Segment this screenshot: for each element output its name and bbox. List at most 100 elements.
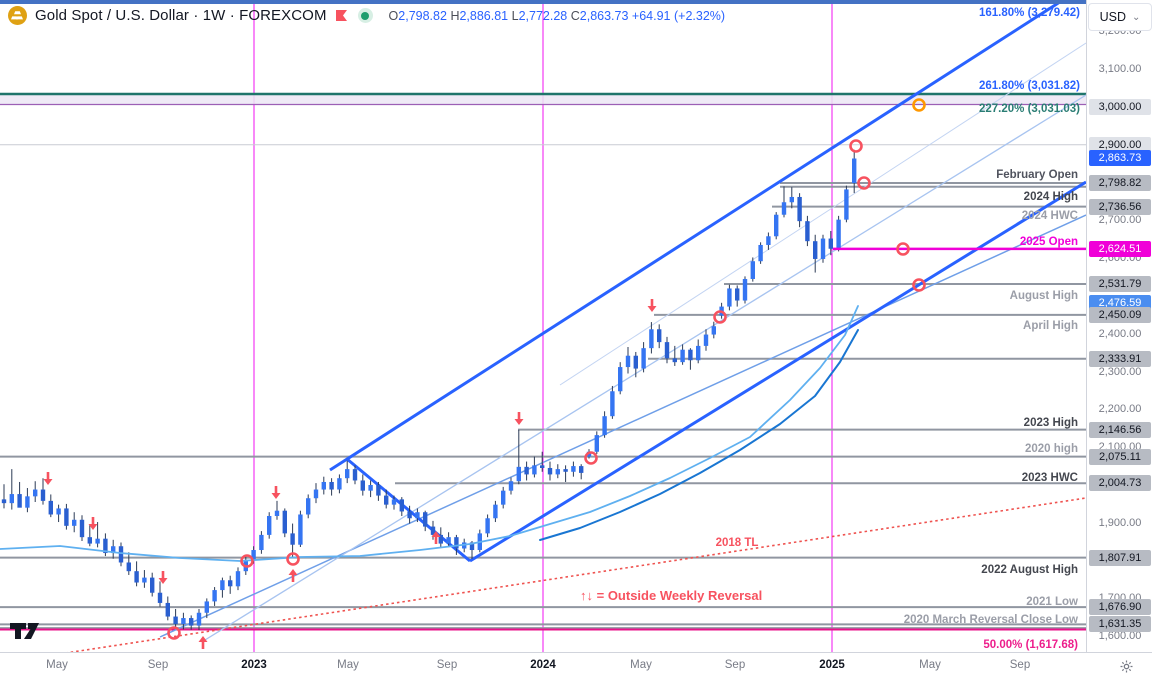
candle-body (501, 490, 506, 505)
chart-annotation-label: 161.80% (3,279.42) (979, 7, 1080, 19)
candle-body (189, 618, 194, 626)
chart-annotation-label: 2020 high (1025, 443, 1078, 455)
candle-body (157, 592, 163, 603)
flag-icon[interactable] (335, 9, 348, 22)
candle-body (150, 577, 155, 593)
candle-body (267, 515, 272, 535)
candle-body (79, 519, 85, 538)
price-tick: 2,400.00 (1098, 328, 1142, 340)
candle-body (469, 542, 475, 551)
time-tick: 2025 (819, 659, 845, 671)
chart-annotation-label: 2024 HWC (1022, 210, 1078, 222)
reversal-circle-marker (857, 176, 871, 190)
candle-body (9, 494, 14, 504)
candle-body (805, 221, 810, 242)
time-axis[interactable]: May Sep 2023 May Sep 2024 May Sep 2025 May Sep (0, 652, 1152, 677)
trendline-2018 (0, 497, 1087, 664)
candle-body (735, 288, 740, 301)
candle-body (40, 489, 46, 501)
symbol-title[interactable]: Gold Spot / U.S. Dollar · 1W · FOREXCOM (35, 7, 327, 24)
chart-annotation-label: 261.80% (3,031.82) (979, 80, 1080, 92)
candle-body (563, 469, 568, 472)
candle-body (56, 508, 61, 515)
candle-body (813, 241, 818, 259)
chart-annotation-label: 2021 Low (1026, 596, 1078, 608)
price-axis[interactable]: 3,200.00 3,100.00 2,700.00 2,600.00 2,400.00… (1086, 0, 1152, 652)
price-level-badge: 2,736.56 (1089, 199, 1151, 215)
time-tick: May (337, 659, 359, 671)
market-status-icon (357, 8, 373, 23)
candle-body (251, 550, 256, 560)
candle-body (711, 326, 716, 335)
gold-symbol-icon (8, 6, 27, 25)
candle-body (181, 618, 186, 625)
reversal-circle-marker (896, 242, 910, 256)
candlestick-chart[interactable]: 161.80% (3,279.42) 261.80% (3,031.82) 227.… (0, 0, 1087, 664)
candle-body (446, 537, 451, 544)
candle-body (17, 494, 22, 508)
chart-annotation-label: ↑↓ = Outside Weekly Reversal (580, 588, 762, 603)
chart-annotation-label: April High (1023, 320, 1078, 332)
time-tick: Sep (724, 659, 746, 671)
tradingview-logo (10, 623, 39, 639)
candle-body (727, 288, 732, 307)
candle-body (111, 546, 116, 554)
channel-inner-light (559, 42, 1087, 386)
chart-canvas[interactable]: 161.80% (3,279.42) 261.80% (3,031.82) 227.… (0, 0, 1087, 664)
chart-annotation-label: 2025 Open (1020, 236, 1078, 248)
candle-body (852, 158, 857, 184)
candle-body (430, 526, 436, 535)
candle-body (126, 562, 131, 572)
currency-dropdown[interactable]: USD ⌄ (1088, 3, 1152, 31)
candle-body (781, 202, 787, 215)
reversal-circle-marker (167, 626, 181, 640)
change-value: +64.91 (+2.32%) (631, 8, 726, 23)
candle-body (282, 510, 287, 534)
ma-fast (0, 305, 859, 562)
chart-annotation-label: February Open (996, 169, 1078, 181)
reversal-circle-marker (713, 310, 727, 324)
down-arrow-head (158, 578, 168, 584)
candle-body (48, 500, 53, 515)
candle-body (313, 489, 319, 499)
down-arrow-head (271, 493, 281, 499)
time-tick: Sep (436, 659, 458, 671)
candle-body (423, 512, 428, 527)
price-tick: 3,100.00 (1098, 63, 1142, 75)
price-level-badge: 1,807.91 (1089, 550, 1151, 566)
candle-body (828, 238, 833, 249)
chart-annotation-label: 50.00% (1,617.68) (983, 639, 1078, 651)
candle-body (797, 196, 802, 222)
candle-body (571, 466, 576, 472)
candle-body (368, 485, 373, 491)
candle-body (540, 465, 545, 468)
candle-body (750, 261, 755, 279)
candle-body (391, 499, 397, 505)
chart-annotation-label: 2024 High (1024, 191, 1078, 203)
top-accent-bar (0, 0, 1086, 4)
candle-body (493, 504, 498, 519)
candle-body (33, 489, 38, 497)
candle-body (633, 355, 638, 369)
high-value: 2,886.81 (459, 8, 509, 23)
candle-body (672, 358, 677, 363)
down-arrow-head (88, 524, 98, 530)
price-level-badge: 2,004.73 (1089, 475, 1151, 491)
chart-annotation-label: 2018 TL (716, 537, 759, 549)
candle-body (399, 499, 404, 512)
chart-annotation-label: 2022 August High (981, 564, 1078, 576)
reversal-circle-marker (584, 451, 598, 465)
price-level-badge: 2,798.82 (1089, 175, 1151, 191)
ohlc-readout: O2,798.82 H2,886.81 L2,772.28 C2,863.73 … (388, 8, 726, 23)
candle-body (142, 577, 147, 583)
chart-annotation-label: 2023 High (1024, 417, 1078, 429)
candle-body (134, 571, 139, 583)
candle-body (742, 278, 748, 301)
candle-body (664, 342, 670, 359)
candle-body (360, 480, 365, 491)
chart-annotation-label: 2020 March Reversal Close (904, 614, 1052, 626)
axis-settings-gear-icon[interactable] (1108, 658, 1144, 674)
candle-body (766, 236, 771, 245)
candle-body (641, 348, 646, 369)
